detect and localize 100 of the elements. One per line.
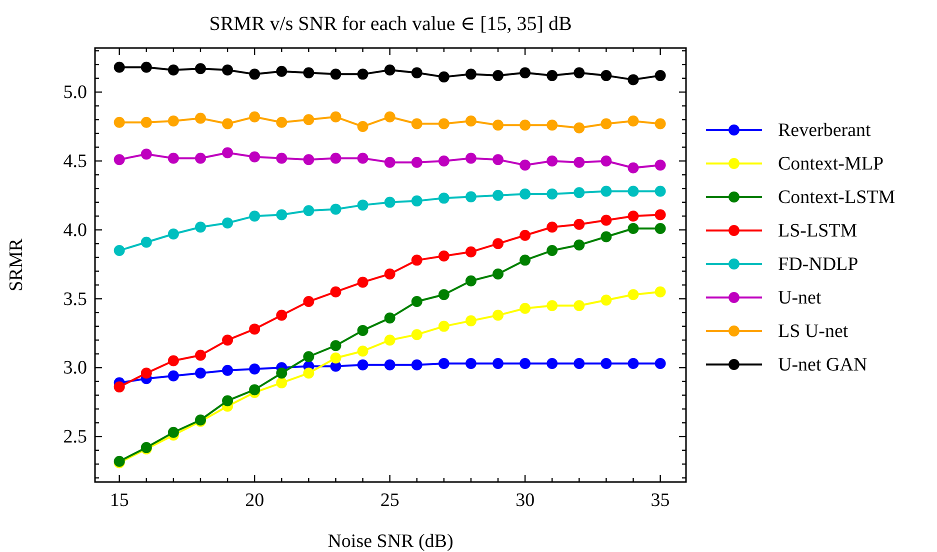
- point: [628, 222, 639, 234]
- point: [628, 289, 639, 300]
- point: [546, 155, 558, 166]
- point: [520, 120, 531, 131]
- point: [465, 191, 476, 202]
- point: [628, 74, 639, 86]
- point: [194, 112, 206, 124]
- point: [303, 67, 314, 78]
- point: [411, 195, 422, 206]
- point: [384, 196, 396, 208]
- point: [249, 324, 260, 335]
- point: [357, 152, 368, 164]
- point: [546, 120, 558, 131]
- point: [249, 210, 260, 222]
- point: [465, 315, 476, 326]
- point: [411, 156, 422, 168]
- point: [168, 370, 179, 382]
- point: [330, 111, 342, 122]
- point: [438, 320, 450, 332]
- point: [276, 116, 288, 128]
- y-tick-label: 2.5: [63, 426, 87, 448]
- point: [384, 268, 396, 280]
- point: [357, 68, 368, 80]
- point: [114, 116, 125, 128]
- point: [411, 67, 422, 78]
- point: [384, 334, 396, 346]
- point: [303, 205, 314, 216]
- point: [357, 200, 368, 211]
- point: [492, 70, 504, 82]
- x-tick-label: 35: [650, 490, 670, 511]
- point: [222, 118, 234, 130]
- point: [194, 63, 206, 74]
- point: [465, 68, 476, 80]
- point: [546, 245, 558, 256]
- legend-label: FD-NDLP: [778, 254, 858, 275]
- point: [330, 286, 342, 298]
- point: [628, 186, 639, 197]
- point: [114, 245, 125, 256]
- point: [600, 118, 612, 130]
- point: [654, 70, 666, 82]
- y-tick-label: 3.5: [63, 288, 87, 310]
- point: [600, 214, 612, 226]
- point: [520, 254, 531, 266]
- point: [249, 111, 260, 122]
- point: [574, 67, 585, 78]
- point: [574, 187, 585, 198]
- point: [114, 381, 125, 392]
- point: [384, 156, 396, 168]
- point: [492, 238, 504, 250]
- point: [438, 289, 450, 300]
- legend-label: LS-LSTM: [778, 220, 858, 242]
- point: [574, 218, 585, 230]
- point: [492, 268, 504, 280]
- point: [654, 209, 666, 220]
- point: [276, 66, 288, 77]
- point: [492, 310, 504, 321]
- point: [168, 426, 179, 438]
- point: [303, 154, 314, 166]
- point: [438, 71, 450, 82]
- point: [574, 300, 585, 312]
- point: [222, 147, 234, 158]
- point: [465, 116, 476, 127]
- point: [574, 122, 585, 134]
- point: [492, 358, 504, 370]
- point: [438, 358, 450, 370]
- point: [654, 160, 666, 171]
- point: [438, 250, 450, 262]
- point: [411, 296, 422, 308]
- y-tick-label: 5.0: [63, 82, 87, 104]
- point: [520, 230, 531, 241]
- point: [330, 68, 342, 80]
- point: [654, 118, 666, 130]
- point: [357, 359, 368, 370]
- point: [600, 70, 612, 82]
- y-tick-label: 4.5: [63, 150, 87, 172]
- legend-label: U-net GAN: [778, 354, 868, 376]
- point: [520, 358, 531, 370]
- point: [303, 368, 314, 379]
- point: [546, 188, 558, 200]
- point: [357, 276, 368, 288]
- point: [520, 188, 531, 200]
- point: [330, 152, 342, 164]
- point: [140, 62, 152, 73]
- point: [520, 160, 531, 171]
- point: [411, 329, 422, 340]
- point: [276, 152, 288, 164]
- point: [303, 351, 314, 362]
- chart-title: SRMR v/s SNR for each value ∈ [15, 35] dB: [209, 13, 572, 35]
- legend-label: Context-LSTM: [778, 187, 896, 208]
- point: [249, 384, 260, 396]
- point: [492, 154, 504, 166]
- point: [222, 334, 234, 346]
- point: [546, 222, 558, 233]
- point: [222, 395, 234, 406]
- point: [465, 152, 476, 164]
- legend-label: U-net: [778, 288, 822, 308]
- point: [194, 350, 206, 361]
- point: [465, 246, 476, 258]
- point: [357, 346, 368, 357]
- legend-label: Reverberant: [778, 120, 872, 141]
